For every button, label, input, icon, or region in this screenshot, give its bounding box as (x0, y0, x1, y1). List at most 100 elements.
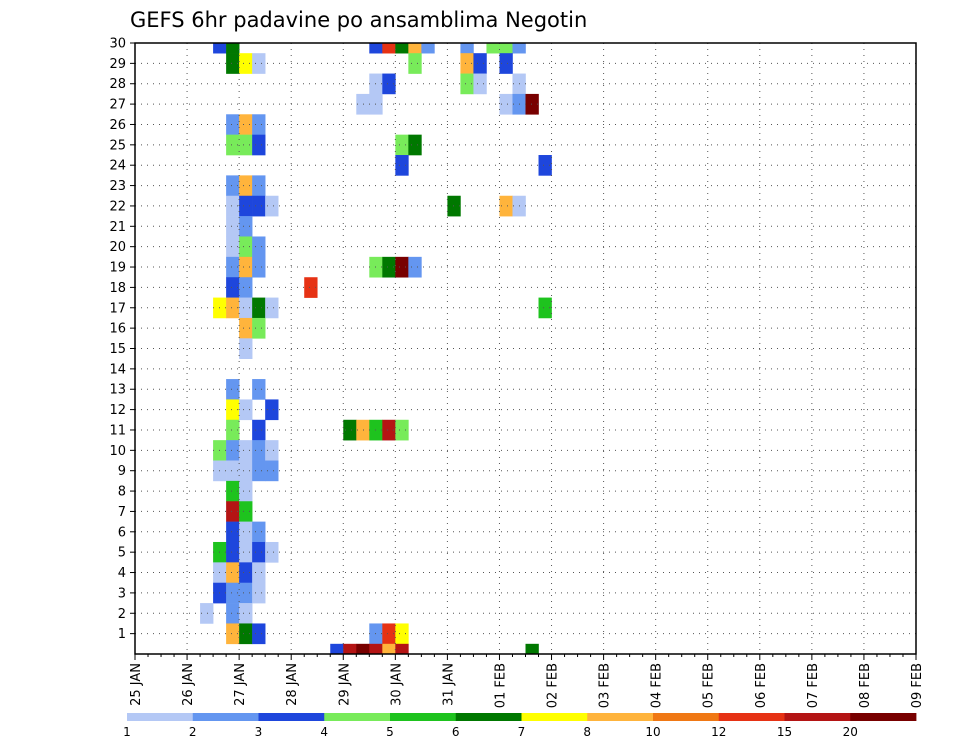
y-tick-label: 17 (109, 301, 126, 316)
heatmap-cell (265, 297, 279, 319)
heatmap-cell (239, 399, 253, 421)
heatmap-cell (395, 419, 409, 441)
heatmap-cell (265, 195, 279, 217)
heatmap-cell (499, 43, 513, 54)
y-tick-label: 28 (109, 77, 126, 92)
heatmap-cell (538, 297, 552, 319)
heatmap-cell (239, 562, 253, 584)
heatmap-cell (226, 440, 240, 461)
colorbar-label: 10 (645, 725, 660, 739)
x-tick-label: 03 FEB (598, 663, 613, 708)
heatmap-cell (226, 114, 240, 135)
heatmap-cell (395, 155, 409, 176)
x-tick-label: 07 FEB (806, 663, 821, 708)
heatmap-cell (382, 73, 396, 95)
heatmap-cell (252, 562, 266, 584)
heatmap-cell (239, 338, 253, 359)
colorbar-swatch (784, 713, 851, 721)
heatmap-cell (265, 541, 279, 563)
heatmap-cell (395, 134, 409, 156)
heatmap-cell (265, 460, 279, 482)
heatmap-cell (239, 460, 253, 482)
heatmap-cell (356, 643, 370, 655)
heatmap-cell (395, 256, 409, 278)
heatmap-cell (226, 216, 240, 237)
heatmap-cell (369, 43, 383, 54)
heatmap-cell (395, 623, 409, 645)
heatmap-cell (239, 195, 253, 217)
colorbar-swatch (850, 713, 917, 721)
heatmap-cell (239, 440, 253, 461)
heatmap-cell (343, 643, 357, 655)
heatmap-cell (239, 317, 253, 339)
heatmap-cell (538, 155, 552, 176)
heatmap-cell (226, 236, 240, 258)
heatmap-cell (213, 43, 227, 54)
heatmap-cell (304, 277, 318, 298)
heatmap-cell (252, 582, 266, 604)
y-tick-label: 20 (109, 240, 126, 255)
colorbar-label: 15 (777, 725, 792, 739)
colorbar-label: 20 (843, 725, 858, 739)
heatmap-cell (252, 317, 266, 339)
colorbar-swatch (718, 713, 785, 721)
x-tick-label: 05 FEB (702, 663, 717, 708)
heatmap-cell (239, 53, 253, 74)
y-tick-label: 1 (118, 627, 126, 642)
heatmap-cell (369, 643, 383, 655)
heatmap-cell (395, 643, 409, 655)
heatmap-cell (356, 419, 370, 441)
colorbar-label: 2 (189, 725, 197, 739)
heatmap-cell (265, 440, 279, 461)
heatmap-cell (226, 256, 240, 278)
dotted-grid (135, 43, 916, 654)
heatmap-cell (486, 43, 500, 54)
heatmap-cell (252, 521, 266, 543)
heatmap-cell (473, 53, 487, 74)
colorbar-swatch (653, 713, 720, 721)
x-tick-label: 31 JAN (441, 663, 456, 706)
heatmap-cell (226, 53, 240, 74)
heatmap-cell (343, 419, 357, 441)
colorbar: 1 2 3 4 5 6 7 8 10 12 15 20 (123, 713, 917, 739)
heatmap-cell (525, 93, 539, 115)
y-tick-label: 10 (109, 444, 126, 459)
heatmap-cell (512, 43, 526, 54)
y-tick-label: 12 (109, 403, 126, 418)
heatmap-cell (460, 53, 474, 74)
x-tick-label: 28 JAN (285, 663, 300, 706)
heatmap-cell (382, 256, 396, 278)
x-tick-label: 09 FEB (910, 663, 925, 708)
heatmap-cell (239, 501, 253, 522)
heatmap-cell (382, 43, 396, 54)
heatmap-cell (252, 53, 266, 74)
y-tick-label: 2 (118, 607, 126, 622)
colorbar-label: 1 (123, 725, 131, 739)
x-tick-label: 08 FEB (858, 663, 873, 708)
colorbar-swatch (455, 713, 522, 721)
heatmap-cell (421, 43, 435, 54)
y-tick-label: 9 (118, 464, 126, 479)
y-tick-label: 27 (109, 98, 126, 113)
colorbar-label: 3 (255, 725, 263, 739)
x-tick-label: 26 JAN (181, 663, 196, 706)
heatmap-cell (408, 43, 422, 54)
heatmap-cell (226, 603, 240, 624)
colorbar-label: 4 (320, 725, 328, 739)
colorbar-label: 7 (518, 725, 526, 739)
heatmap-cell (239, 297, 253, 319)
heatmap-cell (239, 175, 253, 197)
x-tick-label: 29 JAN (337, 663, 352, 706)
y-tick-label: 25 (109, 138, 126, 153)
heatmap-cell (252, 419, 266, 441)
heatmap-cell (226, 399, 240, 421)
heatmap-cell (499, 93, 513, 115)
y-tick-label: 24 (109, 159, 126, 174)
y-tick-label: 16 (109, 322, 126, 337)
heatmap-cell (239, 521, 253, 543)
heatmap-cell (226, 175, 240, 197)
colorbar-swatch (521, 713, 588, 721)
heatmap-cell (252, 134, 266, 156)
x-tick-label: 04 FEB (650, 663, 665, 708)
heatmap-cell (239, 480, 253, 502)
